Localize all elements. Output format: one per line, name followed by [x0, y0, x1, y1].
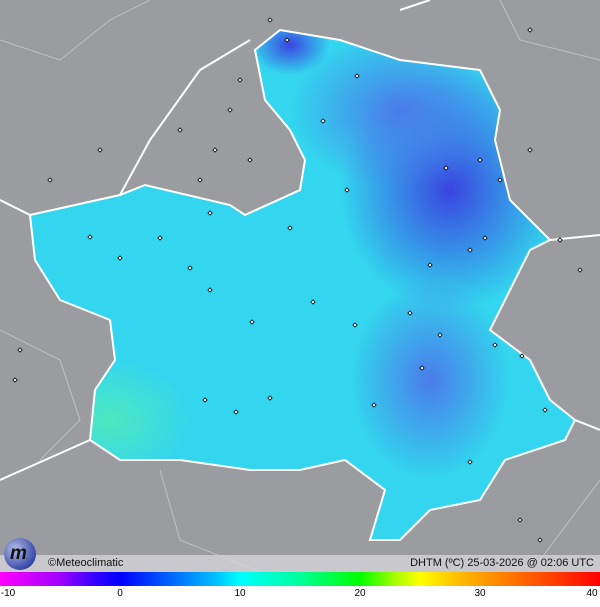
station-marker	[177, 127, 183, 133]
station-marker	[17, 347, 23, 353]
region-temperature-field	[30, 30, 575, 540]
station-marker	[267, 395, 273, 401]
weather-stations	[12, 17, 583, 543]
station-marker	[249, 319, 255, 325]
station-marker	[527, 27, 533, 33]
station-marker	[437, 332, 443, 338]
tick-label: 0	[117, 588, 123, 599]
station-marker	[427, 262, 433, 268]
station-marker	[284, 37, 290, 43]
station-marker	[310, 299, 316, 305]
station-marker	[87, 234, 93, 240]
station-marker	[233, 409, 239, 415]
credit-text: ©Meteoclimatic	[48, 557, 124, 569]
station-marker	[557, 237, 563, 243]
station-marker	[542, 407, 548, 413]
station-marker	[527, 147, 533, 153]
station-marker	[407, 310, 413, 316]
footer-strip	[0, 555, 600, 572]
station-marker	[97, 147, 103, 153]
tick-label: 40	[586, 588, 598, 599]
tick-label: -10	[0, 588, 16, 599]
station-marker	[287, 225, 293, 231]
station-marker	[482, 235, 488, 241]
station-marker	[352, 322, 358, 328]
station-marker	[577, 267, 583, 273]
station-marker	[467, 459, 473, 465]
station-marker	[497, 177, 503, 183]
station-marker	[157, 235, 163, 241]
meteoclimatic-logo: m	[4, 538, 36, 570]
station-marker	[207, 287, 213, 293]
station-marker	[267, 17, 273, 23]
station-marker	[207, 210, 213, 216]
station-marker	[47, 177, 53, 183]
station-marker	[197, 177, 203, 183]
station-marker	[492, 342, 498, 348]
station-marker	[354, 73, 360, 79]
station-marker	[202, 397, 208, 403]
color-scale-ticks: -10 0 10 20 30 40	[0, 586, 600, 607]
station-marker	[237, 77, 243, 83]
station-marker	[443, 165, 449, 171]
station-marker	[344, 187, 350, 193]
map-caption: DHTM (ºC) 25-03-2026 @ 02:06 UTC	[410, 557, 594, 569]
logo-text: m	[10, 543, 27, 564]
station-marker	[12, 377, 18, 383]
station-marker	[477, 157, 483, 163]
station-marker	[419, 365, 425, 371]
station-marker	[187, 265, 193, 271]
temperature-map	[0, 0, 600, 572]
station-marker	[117, 255, 123, 261]
tick-label: 10	[234, 588, 246, 599]
station-marker	[227, 107, 233, 113]
station-marker	[371, 402, 377, 408]
station-marker	[467, 247, 473, 253]
station-marker	[212, 147, 218, 153]
station-marker	[320, 118, 326, 124]
tick-label: 20	[354, 588, 366, 599]
station-marker	[517, 517, 523, 523]
station-marker	[247, 157, 253, 163]
station-marker	[537, 537, 543, 543]
color-scale-bar	[0, 572, 600, 586]
station-marker	[519, 353, 525, 359]
tick-label: 30	[474, 588, 486, 599]
